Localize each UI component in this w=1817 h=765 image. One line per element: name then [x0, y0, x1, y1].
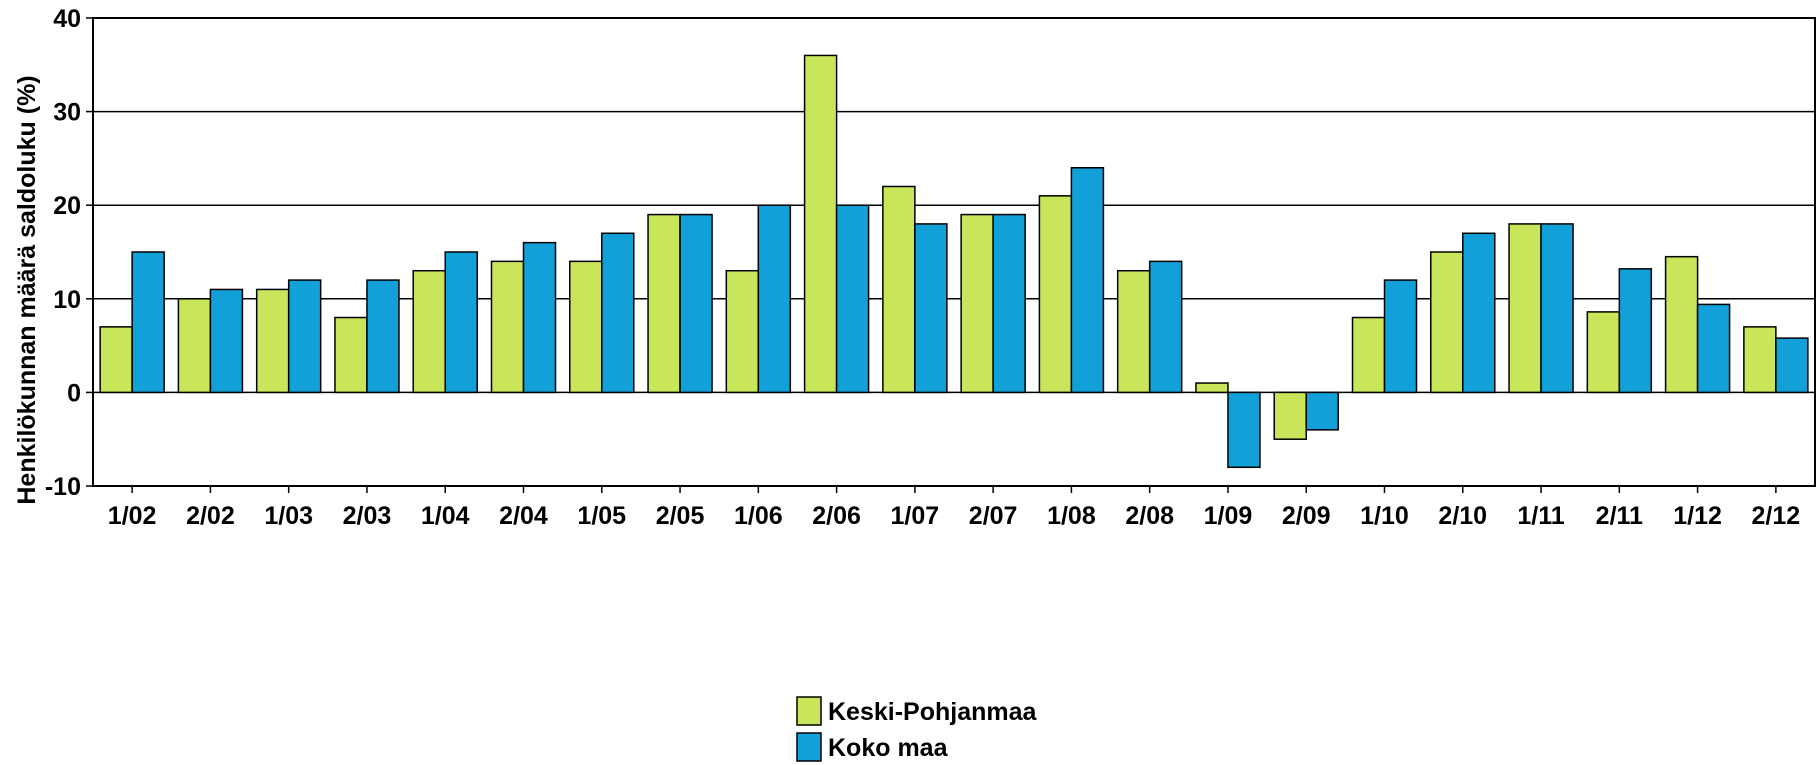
bar-keski-pohjanmaa-2-03 — [334, 316, 368, 394]
x-tick-label: 1/06 — [734, 502, 783, 530]
bar-keski-pohjanmaa-1-11 — [1508, 223, 1542, 394]
bar-koko-maa-1-09 — [1227, 391, 1261, 469]
x-tick-label: 1/10 — [1360, 502, 1409, 530]
x-tick-label: 2/04 — [499, 502, 548, 530]
bar-koko-maa-2-05 — [679, 213, 713, 394]
bar-koko-maa-1-05 — [601, 232, 635, 394]
y-tick-label: 20 — [53, 192, 81, 220]
y-tick-label: 0 — [67, 379, 81, 407]
bar-keski-pohjanmaa-2-07 — [960, 213, 994, 394]
bar-keski-pohjanmaa-1-02 — [99, 326, 133, 394]
bar-koko-maa-1-04 — [444, 251, 478, 394]
bar-koko-maa-1-12 — [1696, 303, 1731, 394]
bar-koko-maa-1-03 — [287, 279, 322, 394]
bar-koko-maa-2-03 — [366, 279, 400, 394]
x-tick-label: 2/02 — [186, 502, 235, 530]
x-tick-label: 2/10 — [1438, 502, 1487, 530]
bar-keski-pohjanmaa-2-06 — [803, 54, 838, 394]
x-tick-label: 1/05 — [577, 502, 626, 530]
bar-keski-pohjanmaa-1-10 — [1351, 316, 1386, 394]
bar-keski-pohjanmaa-2-12 — [1743, 326, 1777, 394]
legend-label-keski-pohjanmaa: Keski-Pohjanmaa — [828, 698, 1038, 726]
bar-koko-maa-1-02 — [131, 251, 165, 394]
bar-keski-pohjanmaa-1-06 — [725, 269, 760, 394]
bar-keski-pohjanmaa-1-12 — [1664, 255, 1699, 394]
bar-keski-pohjanmaa-2-05 — [647, 213, 681, 394]
bar-koko-maa-2-09 — [1305, 391, 1339, 431]
bar-keski-pohjanmaa-1-08 — [1038, 195, 1073, 394]
x-tick-label: 2/08 — [1125, 502, 1174, 530]
x-tick-labels: 1/02 2/02 1/03 2/03 1/04 2/04 1/05 2/05 1/06 2/06… — [108, 486, 1800, 530]
bar-koko-maa-2-04 — [522, 241, 557, 394]
bar-koko-maa-1-11 — [1540, 223, 1574, 394]
x-tick-label: 1/07 — [891, 502, 940, 530]
x-tick-label: 2/03 — [343, 502, 392, 530]
bar-keski-pohjanmaa-1-04 — [412, 269, 446, 394]
x-tick-label: 2/09 — [1282, 502, 1331, 530]
legend: Keski-Pohjanmaa Koko maa — [796, 696, 1038, 762]
x-tick-label: 1/08 — [1047, 502, 1096, 530]
bar-keski-pohjanmaa-2-08 — [1116, 269, 1151, 394]
bar-koko-maa-2-08 — [1148, 260, 1183, 394]
axes — [92, 17, 1816, 487]
y-tick-label: 10 — [53, 286, 81, 314]
bar-keski-pohjanmaa-1-09 — [1195, 382, 1229, 394]
bar-keski-pohjanmaa-2-04 — [490, 260, 525, 394]
bars — [99, 54, 1809, 469]
x-tick-label: 2/05 — [656, 502, 705, 530]
x-tick-label: 2/11 — [1596, 502, 1643, 530]
x-tick-label: 2/12 — [1752, 502, 1801, 530]
x-tick-label: 2/06 — [812, 502, 861, 530]
bar-keski-pohjanmaa-2-09 — [1273, 391, 1307, 440]
x-tick-label: 2/07 — [969, 502, 1018, 530]
bar-koko-maa-2-11 — [1618, 268, 1653, 394]
bar-koko-maa-2-10 — [1462, 232, 1496, 394]
legend-swatch-keski-pohjanmaa — [796, 696, 822, 726]
y-tick-label: 40 — [53, 5, 81, 33]
x-tick-label: 1/09 — [1204, 502, 1253, 530]
bar-keski-pohjanmaa-2-11 — [1586, 311, 1621, 394]
bar-koko-maa-1-08 — [1070, 167, 1105, 394]
bar-koko-maa-2-02 — [209, 288, 244, 394]
bar-keski-pohjanmaa-1-07 — [882, 185, 916, 394]
bar-koko-maa-1-07 — [914, 223, 948, 394]
bar-keski-pohjanmaa-1-05 — [569, 260, 603, 394]
legend-label-koko-maa: Koko maa — [828, 734, 949, 762]
plot-frame — [92, 17, 1816, 487]
bar-koko-maa-1-10 — [1383, 279, 1418, 394]
x-tick-label: 1/12 — [1673, 502, 1722, 530]
y-axis-title: Henkilökunnan määrä saldoluku (%) — [13, 75, 41, 504]
x-tick-label: 1/02 — [108, 502, 157, 530]
legend-swatch-koko-maa — [796, 732, 822, 762]
bar-koko-maa-2-12 — [1775, 337, 1809, 394]
y-tick-label: 30 — [53, 99, 81, 127]
bar-keski-pohjanmaa-2-02 — [177, 298, 212, 394]
y-tick-labels: -10 0 10 20 30 40 — [45, 5, 81, 501]
x-tick-label: 1/04 — [421, 502, 470, 530]
y-tick-label: -10 — [45, 473, 81, 501]
bar-keski-pohjanmaa-2-10 — [1430, 251, 1464, 394]
bar-koko-maa-1-06 — [757, 204, 792, 394]
x-tick-label: 1/03 — [264, 502, 313, 530]
x-tick-label: 1/11 — [1517, 502, 1564, 530]
bar-keski-pohjanmaa-1-03 — [255, 288, 290, 394]
bar-koko-maa-2-06 — [835, 204, 870, 394]
bar-koko-maa-2-07 — [992, 213, 1026, 394]
